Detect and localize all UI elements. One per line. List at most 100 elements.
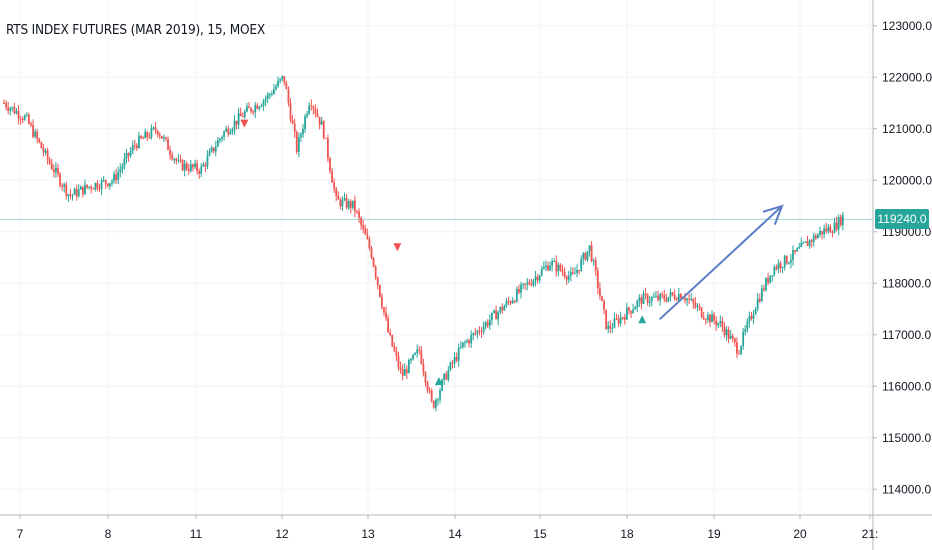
candle-body	[385, 312, 387, 319]
candle-body	[445, 373, 448, 380]
candle-body	[156, 130, 159, 135]
candle-body	[607, 325, 610, 329]
candle-body	[623, 317, 626, 320]
candle-body	[509, 301, 512, 304]
candle-body	[119, 169, 122, 173]
candle-body	[553, 261, 556, 263]
candle-body	[387, 318, 390, 333]
candle-body	[229, 132, 232, 135]
candle-body	[75, 188, 78, 197]
candle-body	[277, 80, 279, 87]
candle-body	[9, 108, 12, 111]
candle-body	[55, 167, 57, 173]
candle-body	[391, 334, 394, 347]
candle-body	[235, 120, 238, 125]
candle-body	[416, 349, 419, 353]
candle-body	[320, 121, 323, 125]
candle-body	[356, 211, 358, 213]
candle-body	[611, 327, 614, 329]
candle-body	[715, 320, 718, 326]
y-tick-label: 117000.0	[882, 328, 931, 342]
candle-body	[748, 316, 751, 322]
candle-body	[158, 134, 161, 137]
candle-body	[214, 146, 217, 152]
candle-body	[729, 335, 732, 339]
candle-body	[19, 118, 22, 120]
candle-body	[605, 309, 608, 329]
candle-body	[503, 306, 506, 311]
candle-body	[723, 326, 726, 336]
candle-body	[470, 334, 473, 344]
candle-body	[250, 107, 252, 112]
candle-body	[721, 321, 724, 327]
candle-body	[322, 121, 325, 138]
candle-body	[79, 186, 82, 190]
candle-body	[763, 288, 765, 290]
candle-body	[407, 360, 410, 374]
candle-body	[165, 137, 167, 139]
candle-body	[42, 148, 45, 153]
candle-body	[642, 293, 645, 304]
candle-body	[709, 314, 711, 323]
candle-body	[619, 317, 622, 324]
candle-body	[451, 362, 454, 364]
candle-body	[486, 322, 489, 326]
candle-body	[61, 185, 64, 187]
candle-body	[177, 159, 180, 161]
candle-body	[362, 225, 365, 229]
candle-body	[287, 89, 290, 104]
candle-body	[52, 169, 55, 173]
candle-body	[115, 174, 118, 180]
candle-body	[501, 307, 504, 311]
candle-body	[306, 113, 309, 117]
candle-body	[414, 352, 417, 355]
candle-body	[341, 199, 344, 207]
candle-body	[148, 136, 151, 138]
candle-body	[94, 183, 97, 190]
candle-body	[111, 181, 113, 184]
candle-body	[295, 132, 298, 152]
candle-body	[252, 111, 255, 113]
candle-body	[98, 188, 101, 190]
candle-body	[756, 298, 759, 309]
candle-body	[223, 131, 225, 137]
candle-body	[30, 123, 32, 126]
candle-body	[478, 330, 481, 332]
candle-body	[389, 332, 392, 335]
candle-body	[771, 275, 774, 277]
candle-body	[106, 183, 109, 187]
candle-body	[32, 125, 34, 137]
trend-arrow-head	[762, 204, 784, 225]
candle-body	[644, 293, 647, 295]
candle-body	[248, 106, 250, 108]
candle-body	[202, 164, 205, 167]
candle-body	[133, 145, 136, 147]
candle-body	[796, 248, 799, 252]
candle-body	[773, 267, 776, 276]
candle-body	[572, 272, 574, 274]
candle-body	[374, 266, 377, 278]
candle-body	[108, 183, 111, 187]
candle-body	[92, 188, 95, 190]
candle-body	[25, 114, 28, 116]
candle-body	[455, 356, 458, 361]
candle-body	[841, 215, 844, 225]
candle-body	[185, 163, 188, 170]
candle-body	[405, 369, 408, 374]
candle-body	[183, 163, 186, 171]
candle-body	[638, 297, 641, 302]
candle-body	[7, 107, 10, 111]
candle-body	[154, 127, 157, 131]
candle-body	[673, 294, 676, 299]
x-tick-label: 15	[533, 527, 547, 541]
candle-body	[36, 131, 39, 139]
candle-body	[90, 186, 93, 189]
candle-body	[758, 298, 761, 302]
candle-body	[733, 338, 736, 343]
candle-body	[671, 292, 674, 295]
candle-body	[233, 120, 236, 130]
candle-body	[160, 136, 163, 139]
candle-body	[488, 320, 491, 326]
candle-body	[291, 119, 294, 124]
